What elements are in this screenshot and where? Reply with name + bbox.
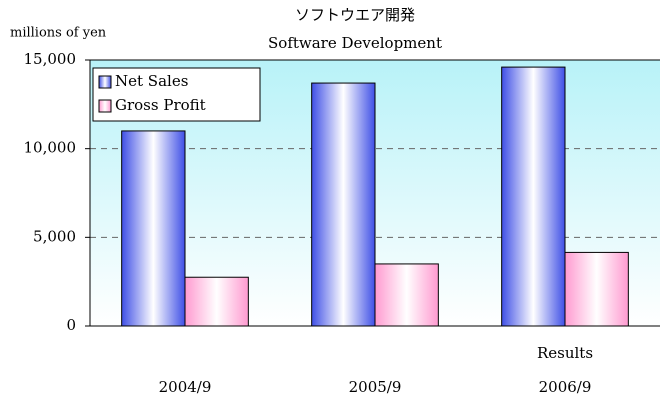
bar [374, 263, 439, 327]
x-tick-label: 2006/9 [539, 378, 592, 396]
bar [184, 276, 249, 327]
bar [564, 251, 629, 327]
y-tick-label: 5,000 [33, 227, 76, 245]
bar [311, 82, 376, 327]
legend-swatch [98, 99, 112, 113]
legend-label: Gross Profit [115, 96, 206, 114]
x-tick-label: 2004/9 [159, 378, 212, 396]
chart-title: ソフトウエア開発 [295, 6, 415, 24]
y-tick-label: 10,000 [24, 139, 77, 157]
y-tick-label: 0 [66, 316, 76, 334]
y-axis-label: millions of yen [10, 26, 107, 41]
annotation: Results [537, 344, 593, 362]
legend-box [92, 67, 261, 122]
legend-label: Net Sales [115, 72, 188, 90]
bar [501, 66, 566, 327]
chart-subtitle: Software Development [268, 34, 442, 52]
y-tick-label: 15,000 [24, 50, 77, 68]
x-tick-label: 2005/9 [349, 378, 402, 396]
legend-swatch [98, 75, 112, 89]
bar [121, 130, 186, 327]
